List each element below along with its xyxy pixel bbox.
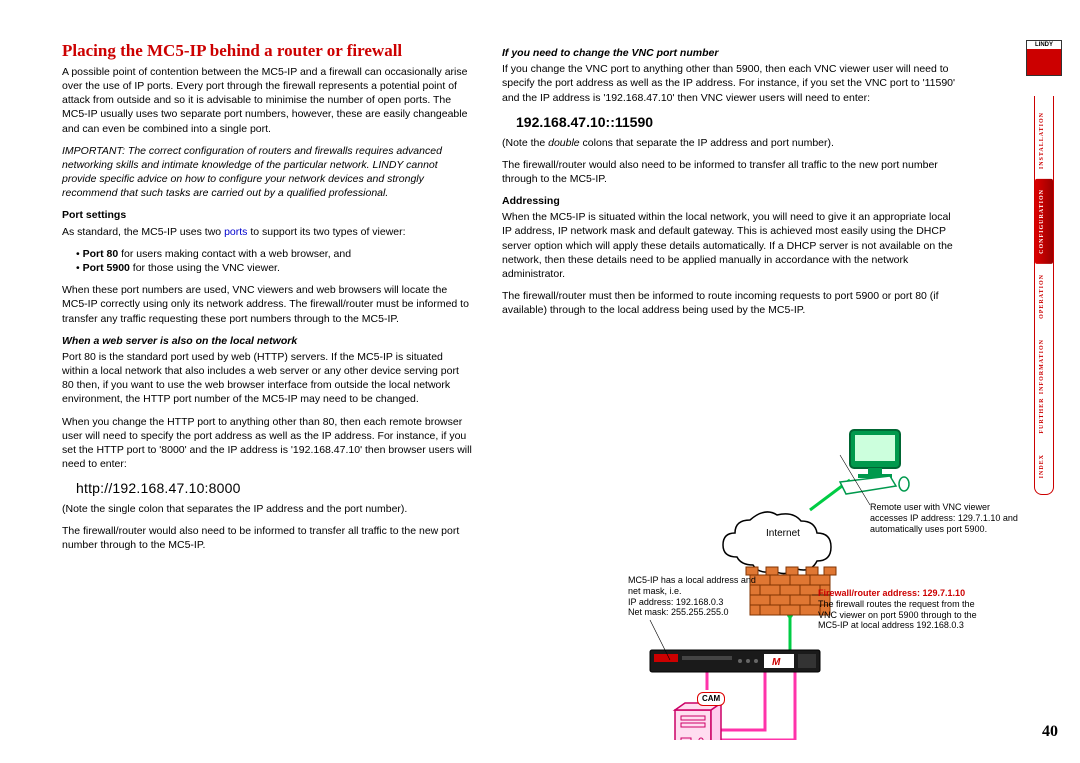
intro-para: A possible point of contention between t… (62, 65, 472, 136)
firewall-note-1: The firewall/router would also need to b… (62, 524, 472, 552)
network-diagram: M Internet CAM MC5-IP has a local addres… (540, 420, 1000, 740)
port-usage-para: When these port numbers are used, VNC vi… (62, 283, 472, 326)
port-settings-para: As standard, the MC5-IP uses two ports t… (62, 225, 472, 239)
brand-logo: LINDY (1026, 40, 1062, 76)
cl1: MC5-IP has a local address and net mask,… (628, 575, 768, 597)
important-note: IMPORTANT: The correct configuration of … (62, 144, 472, 201)
dc-a: (Note the (502, 137, 548, 149)
addressing-heading: Addressing (502, 194, 962, 208)
port-5900-desc: for those using the VNC viewer. (130, 262, 280, 274)
cfh: Firewall/router address: 129.7.1.10 (818, 588, 988, 599)
port-5900-label: Port 5900 (83, 262, 130, 274)
port-80-item: Port 80 for users making contact with a … (76, 247, 472, 261)
ps-text-a: As standard, the MC5-IP uses two (62, 226, 224, 238)
cl2: IP address: 192.168.0.3 (628, 597, 768, 608)
cl3: Net mask: 255.255.255.0 (628, 607, 768, 618)
web-server-p1: Port 80 is the standard port used by web… (62, 350, 472, 407)
caption-remote-user: Remote user with VNC viewer accesses IP … (870, 502, 1020, 534)
port-80-label: Port 80 (83, 248, 119, 260)
http-address-example: http://192.168.47.10:8000 (76, 479, 472, 498)
nav-configuration[interactable]: configuration (1035, 179, 1053, 264)
left-column: Placing the MC5-IP behind a router or fi… (62, 40, 502, 763)
internet-label: Internet (766, 528, 800, 540)
ps-text-b: to support its two types of viewer: (247, 226, 405, 238)
vnc-port-para: If you change the VNC port to anything o… (502, 62, 962, 105)
nav-installation[interactable]: installation (1035, 102, 1053, 179)
vnc-port-heading: If you need to change the VNC port numbe… (502, 46, 962, 60)
port-5900-item: Port 5900 for those using the VNC viewer… (76, 261, 472, 275)
web-server-p2: When you change the HTTP port to anythin… (62, 415, 472, 472)
dc-b: double (548, 137, 580, 149)
addressing-p1: When the MC5-IP is situated within the l… (502, 210, 962, 281)
port-settings-heading: Port settings (62, 208, 472, 222)
double-colon-note: (Note the double colons that separate th… (502, 136, 962, 150)
cam-label: CAM (697, 692, 725, 706)
diagram-svg: M (540, 420, 1000, 740)
caption-local-address: MC5-IP has a local address and net mask,… (628, 575, 768, 618)
web-server-heading: When a web server is also on the local n… (62, 334, 472, 348)
vnc-address-example: 192.168.47.10::11590 (516, 113, 962, 132)
addressing-p2: The firewall/router must then be informe… (502, 289, 962, 317)
nav-column: installation configuration operation fur… (1034, 96, 1054, 495)
caption-firewall: Firewall/router address: 129.7.1.10 The … (818, 588, 988, 631)
page-number: 40 (1042, 723, 1058, 741)
cfb: The firewall routes the request from the… (818, 599, 988, 631)
nav-index[interactable]: index (1035, 444, 1053, 488)
dc-c: colons that separate the IP address and … (580, 137, 834, 149)
page-title: Placing the MC5-IP behind a router or fi… (62, 40, 472, 63)
svg-text:M: M (772, 657, 781, 668)
single-colon-note: (Note the single colon that separates th… (62, 502, 472, 516)
ports-link[interactable]: ports (224, 226, 247, 238)
brand-text: LINDY (1027, 41, 1061, 49)
port-80-desc: for users making contact with a web brow… (118, 248, 351, 260)
side-nav: LINDY installation configuration operati… (1026, 40, 1062, 495)
firewall-note-2: The firewall/router would also need to b… (502, 158, 962, 186)
nav-operation[interactable]: operation (1035, 264, 1053, 329)
port-list: Port 80 for users making contact with a … (62, 247, 472, 275)
nav-further-info[interactable]: further information (1035, 329, 1053, 444)
